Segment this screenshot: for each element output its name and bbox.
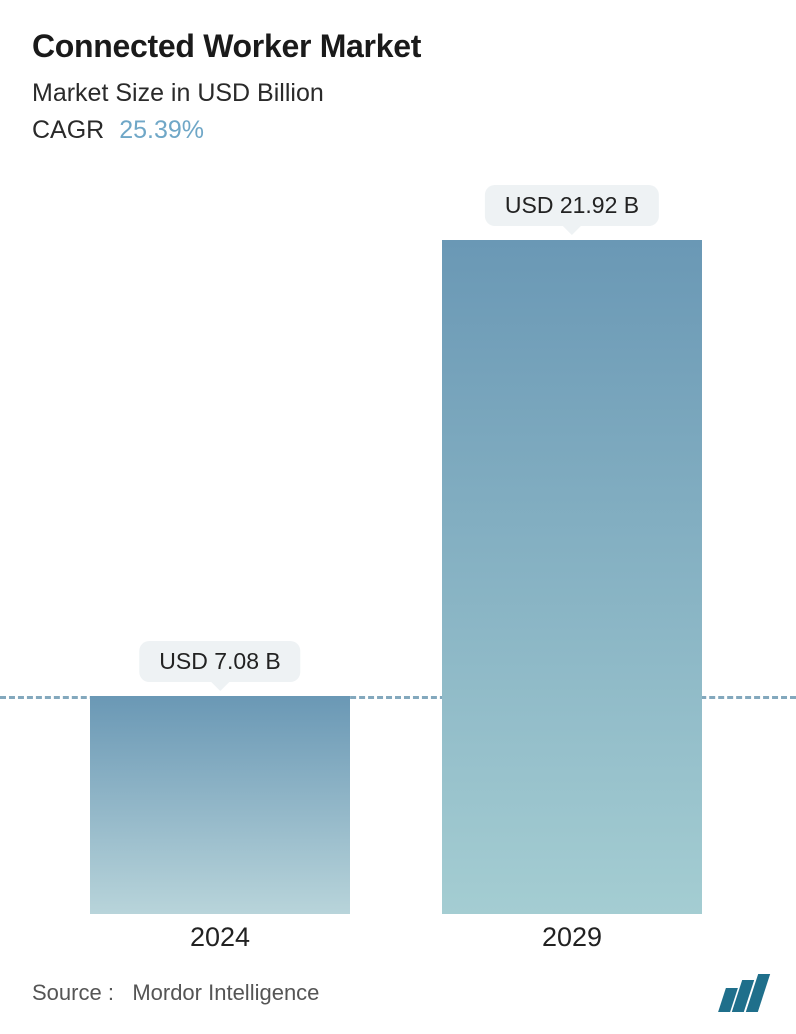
chart-title: Connected Worker Market	[32, 28, 764, 65]
cagr-label: CAGR	[32, 116, 104, 144]
brand-logo	[722, 974, 764, 1012]
chart-area: USD 7.08 B USD 21.92 B	[0, 180, 796, 914]
value-pill: USD 7.08 B	[139, 641, 300, 682]
chart-subtitle: Market Size in USD Billion	[32, 79, 764, 108]
footer: Source : Mordor Intelligence	[32, 974, 764, 1012]
source-label: Source :	[32, 980, 114, 1005]
x-axis-label: 2024	[190, 922, 250, 953]
bar-value-label: USD 21.92 B	[485, 185, 659, 226]
source-text: Source : Mordor Intelligence	[32, 980, 319, 1006]
source-value: Mordor Intelligence	[132, 980, 319, 1005]
bar-value-label: USD 7.08 B	[139, 641, 300, 682]
x-axis-label: 2029	[542, 922, 602, 953]
bar-fill	[90, 696, 350, 914]
bar-2029: USD 21.92 B	[442, 240, 702, 914]
value-pill: USD 21.92 B	[485, 185, 659, 226]
cagr-row: CAGR 25.39%	[32, 116, 764, 145]
bar-2024: USD 7.08 B	[90, 696, 350, 914]
bar-fill	[442, 240, 702, 914]
bars-container: USD 7.08 B USD 21.92 B	[0, 180, 796, 914]
x-axis-labels: 2024 2029	[0, 922, 796, 962]
cagr-value: 25.39%	[119, 116, 204, 144]
